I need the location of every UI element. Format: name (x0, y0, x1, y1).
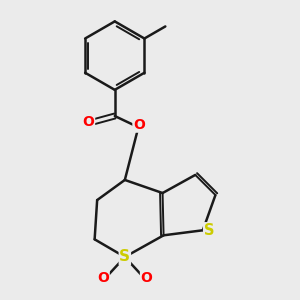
Text: S: S (204, 223, 214, 238)
Text: O: O (140, 271, 152, 285)
Text: S: S (119, 250, 130, 265)
Text: O: O (97, 271, 109, 285)
Text: O: O (133, 118, 145, 132)
Text: O: O (83, 115, 94, 129)
